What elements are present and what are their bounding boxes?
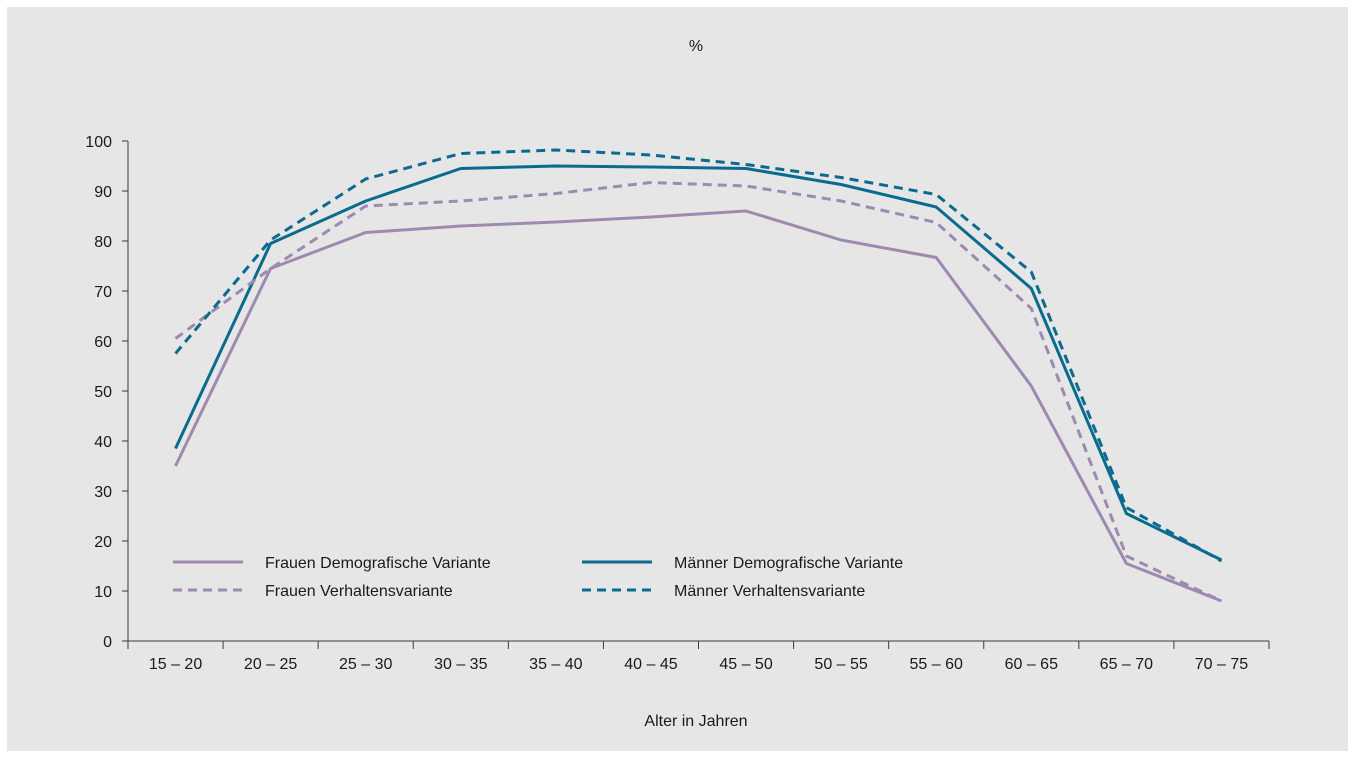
x-tick-label: 55 – 60 bbox=[910, 656, 963, 673]
legend-label: Männer Demografische Variante bbox=[674, 555, 903, 572]
x-tick-label: 30 – 35 bbox=[434, 656, 487, 673]
y-tick-labels: 0 10 20 30 40 50 60 70 80 90 100 bbox=[85, 134, 112, 651]
x-tick-label: 50 – 55 bbox=[814, 656, 867, 673]
x-tick-label: 40 – 45 bbox=[624, 656, 677, 673]
x-tick-label: 15 – 20 bbox=[149, 656, 202, 673]
y-tick-label: 10 bbox=[94, 584, 112, 601]
y-tick-label: 70 bbox=[94, 284, 112, 301]
x-tick-labels: 15 – 20 20 – 25 25 – 30 30 – 35 35 – 40 40 – … bbox=[149, 656, 1248, 673]
x-tick-label: 25 – 30 bbox=[339, 656, 392, 673]
y-tick-label: 100 bbox=[85, 134, 112, 151]
x-tick-label: 45 – 50 bbox=[719, 656, 772, 673]
x-tick-label: 70 – 75 bbox=[1195, 656, 1248, 673]
x-tick-label: 65 – 70 bbox=[1100, 656, 1153, 673]
series-line-1 bbox=[174, 209, 1223, 603]
line-chart: % 0 10 20 30 40 50 60 70 80 90 100 15 – 20 20 – 25 2… bbox=[85, 38, 1270, 730]
x-tick-label: 35 – 40 bbox=[529, 656, 582, 673]
series-line-3 bbox=[174, 181, 1223, 603]
y-axis-unit-label: % bbox=[689, 38, 703, 55]
x-tick-label: 20 – 25 bbox=[244, 656, 297, 673]
y-tick-label: 20 bbox=[94, 534, 112, 551]
series-line-2 bbox=[174, 164, 1223, 562]
legend-label: Frauen Verhaltensvariante bbox=[265, 583, 453, 600]
legend-label: Frauen Demografische Variante bbox=[265, 555, 491, 572]
y-tick-label: 50 bbox=[94, 384, 112, 401]
y-tick-label: 40 bbox=[94, 434, 112, 451]
series-lines bbox=[174, 148, 1223, 603]
y-tick-label: 80 bbox=[94, 234, 112, 251]
y-tick-label: 0 bbox=[103, 634, 112, 651]
series-line-4 bbox=[174, 148, 1223, 563]
axes bbox=[122, 140, 1270, 649]
chart-panel: % 0 10 20 30 40 50 60 70 80 90 100 15 – 20 20 – 25 2… bbox=[7, 7, 1348, 751]
x-tick-label: 60 – 65 bbox=[1005, 656, 1058, 673]
legend-label: Männer Verhaltensvariante bbox=[674, 583, 865, 600]
y-tick-label: 90 bbox=[94, 184, 112, 201]
legend: Frauen Demografische Variante Männer Demo… bbox=[173, 555, 903, 600]
x-axis-title: Alter in Jahren bbox=[644, 713, 747, 730]
y-tick-label: 30 bbox=[94, 484, 112, 501]
y-tick-label: 60 bbox=[94, 334, 112, 351]
